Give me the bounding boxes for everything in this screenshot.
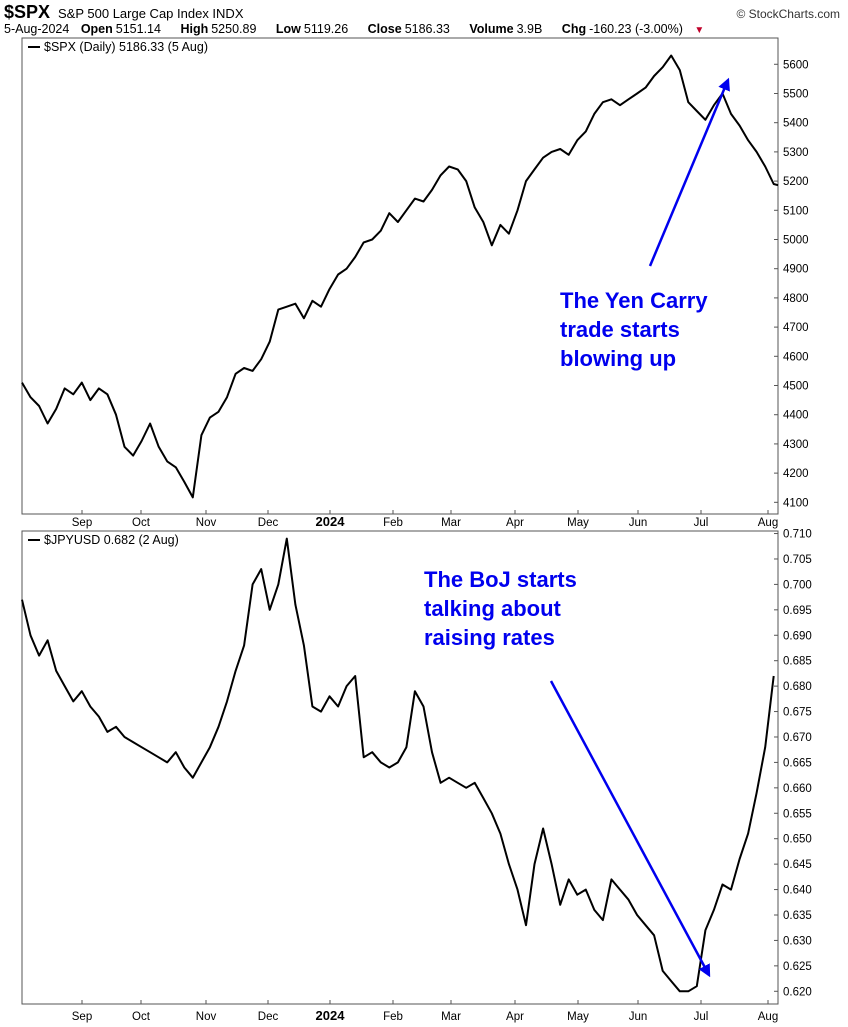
y-tick-label: 0.670 [783, 732, 812, 744]
y-tick-label: 5300 [783, 147, 809, 159]
y-tick-label: 5000 [783, 234, 809, 246]
y-tick-label: 0.665 [783, 757, 812, 769]
y-tick-label: 4900 [783, 264, 809, 276]
x-tick-label: Feb [383, 1011, 403, 1023]
y-tick-label: 5200 [783, 176, 809, 188]
x-tick-label: Dec [258, 1011, 279, 1023]
annotation-text: trade starts [560, 317, 680, 342]
quote-line: 5-Aug-2024 Open 5151.14 High 5250.89 Low 51… [4, 22, 844, 38]
x-tick-label: Apr [506, 517, 524, 529]
legend-label: $SPX (Daily) 5186.33 (5 Aug) [44, 40, 208, 54]
annotation-arrow [549, 680, 711, 978]
y-tick-label: 0.630 [783, 935, 812, 947]
volume-value: 3.9B [516, 22, 543, 36]
x-tick-label: Oct [132, 1011, 151, 1023]
x-tick-label: Jul [694, 1011, 709, 1023]
y-tick-label: 0.655 [783, 808, 812, 820]
annotation-text: talking about [424, 596, 562, 621]
annotation-text: raising rates [424, 625, 555, 650]
low-value: 5119.26 [303, 22, 349, 36]
y-tick-label: 4400 [783, 410, 809, 422]
chg-label: Chg [561, 22, 587, 36]
y-tick-label: 0.645 [783, 859, 812, 871]
x-tick-label: Aug [758, 1011, 778, 1023]
x-tick-label: Feb [383, 517, 403, 529]
x-tick-label: Jun [629, 517, 648, 529]
y-tick-label: 5400 [783, 118, 809, 130]
y-tick-label: 4500 [783, 381, 809, 393]
y-tick-label: 0.700 [783, 579, 812, 591]
price-line [21, 54, 779, 499]
quote-date: 5-Aug-2024 [4, 22, 70, 36]
x-tick-label: Sep [72, 1011, 92, 1023]
x-tick-label: Jun [629, 1011, 648, 1023]
low-label: Low [275, 22, 301, 36]
plot-frame [21, 37, 779, 515]
chart-header: $SPX S&P 500 Large Cap Index INDX © Stoc… [4, 2, 844, 22]
y-tick-label: 0.680 [783, 681, 812, 693]
x-tick-label: Oct [132, 517, 151, 529]
x-tick-label: Sep [72, 517, 92, 529]
x-tick-label: Jul [694, 517, 709, 529]
chg-value: -160.23 (-3.00%) [589, 22, 683, 36]
x-tick-label: 2024 [316, 514, 346, 529]
x-tick-label: May [567, 517, 589, 529]
x-tick-label: Mar [441, 1011, 461, 1023]
legend-label: $JPYUSD 0.682 (2 Aug) [44, 533, 179, 547]
y-tick-label: 4100 [783, 497, 809, 509]
y-tick-label: 0.690 [783, 630, 812, 642]
annotation-arrow [648, 77, 730, 267]
annotation-text: blowing up [560, 346, 676, 371]
y-tick-label: 0.640 [783, 885, 812, 897]
volume-label: Volume [469, 22, 514, 36]
price-line [21, 537, 775, 993]
y-tick-label: 0.650 [783, 834, 812, 846]
y-tick-label: 4800 [783, 293, 809, 305]
x-tick-label: Mar [441, 517, 461, 529]
y-tick-label: 0.710 [783, 529, 812, 541]
x-tick-label: May [567, 1011, 589, 1023]
y-tick-label: 0.695 [783, 605, 812, 617]
x-tick-label: Nov [196, 517, 217, 529]
close-label: Close [367, 22, 402, 36]
x-tick-label: Dec [258, 517, 279, 529]
y-tick-label: 4600 [783, 351, 809, 363]
y-tick-label: 0.675 [783, 707, 812, 719]
y-tick-label: 4200 [783, 468, 809, 480]
y-tick-label: 0.705 [783, 554, 812, 566]
down-triangle-icon: ▼ [694, 25, 705, 36]
x-tick-label: Apr [506, 1011, 524, 1023]
y-tick-label: 5500 [783, 88, 809, 100]
open-value: 5151.14 [115, 22, 161, 36]
annotation-text: The BoJ starts [424, 567, 577, 592]
index-name: S&P 500 Large Cap Index INDX [58, 6, 244, 21]
high-label: High [180, 22, 209, 36]
x-tick-label: Nov [196, 1011, 217, 1023]
plot-frame [21, 530, 779, 1005]
symbol: $SPX [4, 2, 51, 22]
high-value: 5250.89 [211, 22, 257, 36]
y-tick-label: 4300 [783, 439, 809, 451]
x-tick-label: Aug [758, 517, 778, 529]
stockcharts-logo: © StockCharts.com [736, 7, 840, 21]
y-tick-label: 0.685 [783, 656, 812, 668]
y-tick-label: 4700 [783, 322, 809, 334]
open-label: Open [80, 22, 113, 36]
y-tick-label: 0.620 [783, 986, 812, 998]
y-tick-label: 0.635 [783, 910, 812, 922]
y-tick-label: 5600 [783, 59, 809, 71]
y-tick-label: 0.660 [783, 783, 812, 795]
x-tick-label: 2024 [316, 1008, 346, 1023]
y-tick-label: 5100 [783, 205, 809, 217]
close-value: 5186.33 [404, 22, 450, 36]
y-tick-label: 0.625 [783, 961, 812, 973]
annotation-text: The Yen Carry [560, 288, 708, 313]
